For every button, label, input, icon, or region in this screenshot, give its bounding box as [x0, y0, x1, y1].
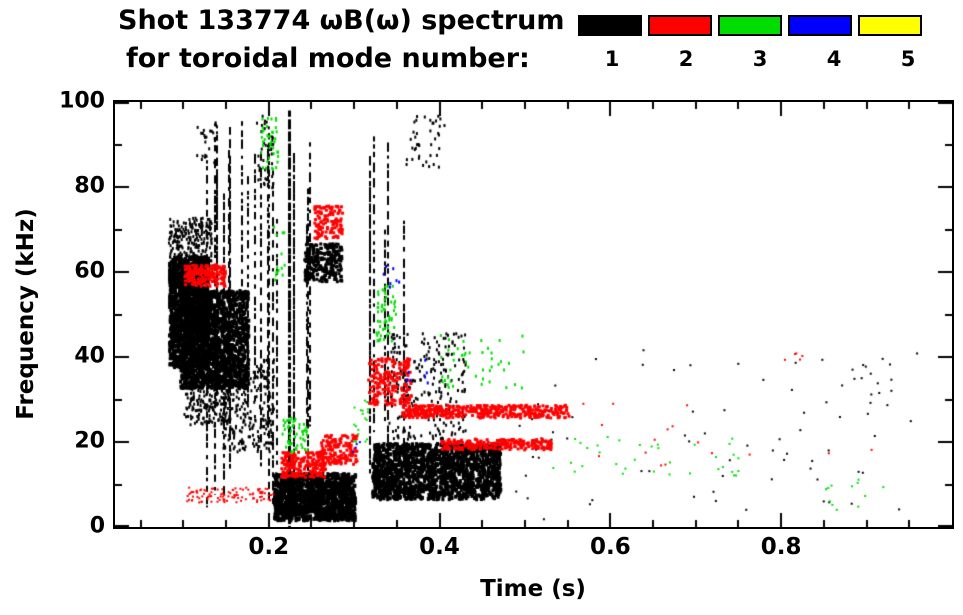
legend-swatch-mode-5 — [858, 15, 922, 36]
legend-swatch-mode-3 — [718, 15, 782, 36]
chart-title-line1: Shot 133774 ωB(ω) spectrum — [118, 5, 565, 36]
legend-swatches — [578, 15, 922, 36]
spectrogram-canvas — [115, 102, 952, 527]
y-tick-label: 100 — [59, 88, 105, 114]
legend-label-mode-4: 4 — [826, 47, 842, 71]
x-axis-label: Time (s) — [480, 576, 586, 602]
legend-label-mode-1: 1 — [604, 47, 620, 71]
y-axis-label: Frequency (kHz) — [13, 208, 39, 420]
legend-label-mode-3: 3 — [752, 47, 768, 71]
chart-title-line2: for toroidal mode number: — [126, 43, 530, 74]
legend-labels: 1 2 3 4 5 — [578, 47, 942, 71]
legend-label-mode-2: 2 — [678, 47, 694, 71]
y-tick-label: 80 — [74, 173, 105, 199]
plot-area — [113, 100, 954, 529]
y-tick-label: 20 — [74, 428, 105, 454]
x-tick-label: 0.2 — [248, 534, 290, 560]
legend-swatch-mode-2 — [648, 15, 712, 36]
y-tick-label: 60 — [74, 258, 105, 284]
legend-swatch-mode-1 — [578, 15, 642, 36]
legend-swatch-mode-4 — [788, 15, 852, 36]
x-tick-label: 0.6 — [589, 534, 631, 560]
y-tick-label: 40 — [74, 343, 105, 369]
legend-label-mode-5: 5 — [900, 47, 916, 71]
x-tick-label: 0.4 — [419, 534, 460, 560]
y-tick-label: 0 — [89, 513, 105, 539]
x-tick-label: 0.8 — [760, 534, 802, 560]
